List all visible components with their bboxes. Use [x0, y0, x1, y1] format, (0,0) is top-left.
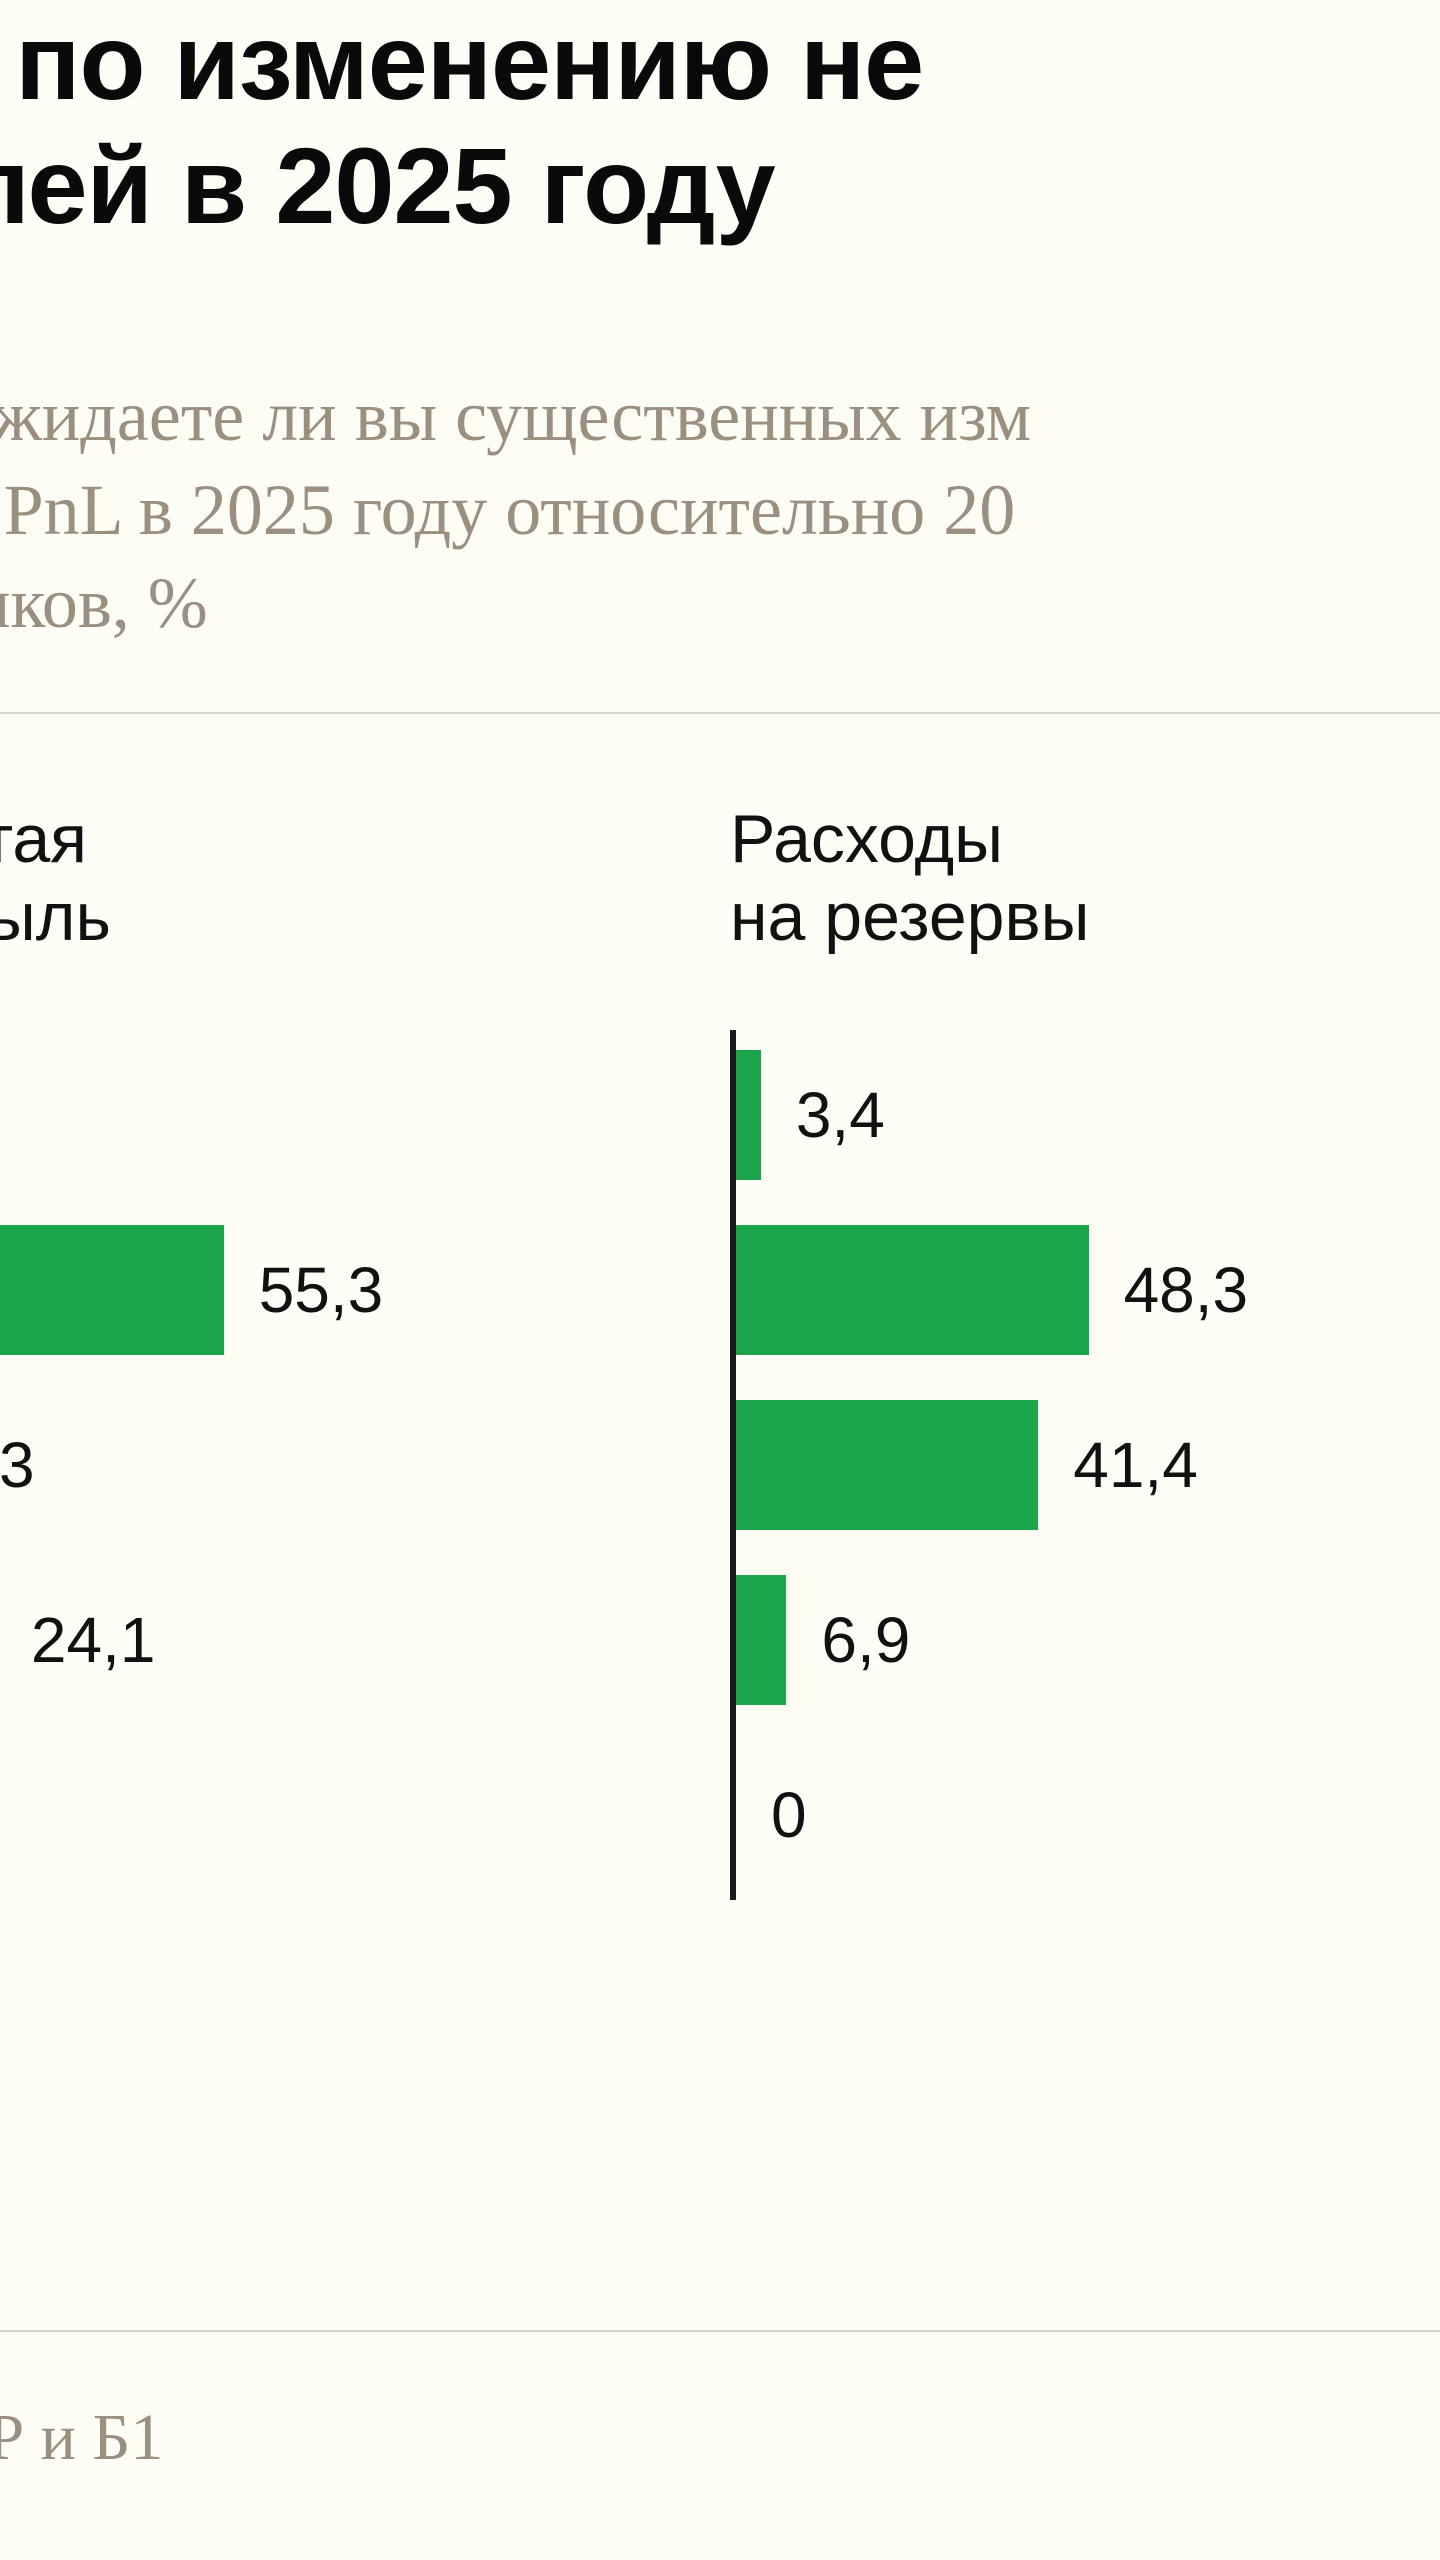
bar-row: 10,3: [0, 1380, 35, 1550]
column-2-title: Расходы на резервы: [730, 800, 1089, 956]
col1-title-line2: ибыль: [0, 879, 111, 955]
bar: [0, 1225, 224, 1355]
page-subtitle: Ожидаете ли вы существенных изм м PnL в …: [0, 370, 1440, 651]
source-text: е НКР и Б1: [0, 2400, 163, 2476]
subtitle-line-3: анков, %: [0, 563, 208, 643]
bar-value-label: 3,4: [796, 1078, 885, 1152]
title-line-1: нков по изменению не: [0, 1, 923, 122]
title-line-2: зателей в 2025 году: [0, 125, 775, 246]
col2-title-line1: Расходы: [730, 801, 1003, 877]
bar: [736, 1225, 1089, 1355]
column-1-title: истая ибыль: [0, 800, 111, 956]
bar-value-label: 24,1: [31, 1603, 156, 1677]
column-1-bars: 3,455,310,324,16,9: [0, 1030, 470, 2040]
subtitle-line-2: м PnL в 2025 году относительно 20: [0, 470, 1015, 550]
bottom-divider: [0, 2330, 1440, 2332]
column-2-bars: 3,4 48,3 41,4 6,9 0: [730, 1030, 1440, 2040]
chart-area: истая ибыль Расходы на резервы 3,4 55,3 10…: [0, 800, 1440, 2240]
col2-title-line2: на резервы: [730, 879, 1089, 955]
bar-value-label: 55,3: [259, 1253, 384, 1327]
bar-row: 41,4: [730, 1380, 1198, 1550]
bar-value-label: 48,3: [1124, 1253, 1249, 1327]
col1-title-line1: истая: [0, 801, 87, 877]
bar-row: 55,3: [0, 1205, 383, 1375]
top-divider: [0, 712, 1440, 714]
bar: [736, 1050, 761, 1180]
bar-value-label: 0: [771, 1778, 807, 1852]
page: нков по изменению не зателей в 2025 году…: [0, 0, 1440, 2560]
bar-value-label: 6,9: [821, 1603, 910, 1677]
bar-value-label: 10,3: [0, 1428, 35, 1502]
bar-row: 24,1: [0, 1555, 155, 1725]
bar-value-label: 41,4: [1073, 1428, 1198, 1502]
subtitle-line-1: Ожидаете ли вы существенных изм: [0, 376, 1031, 456]
bar-row: 48,3: [730, 1205, 1248, 1375]
bar-row: 0: [730, 1730, 807, 1900]
bar: [736, 1575, 786, 1705]
bar-row: 6,9: [730, 1555, 910, 1725]
bar-row: 3,4: [730, 1030, 885, 1200]
bar: [736, 1400, 1038, 1530]
page-title: нков по изменению не зателей в 2025 году: [0, 0, 1440, 248]
